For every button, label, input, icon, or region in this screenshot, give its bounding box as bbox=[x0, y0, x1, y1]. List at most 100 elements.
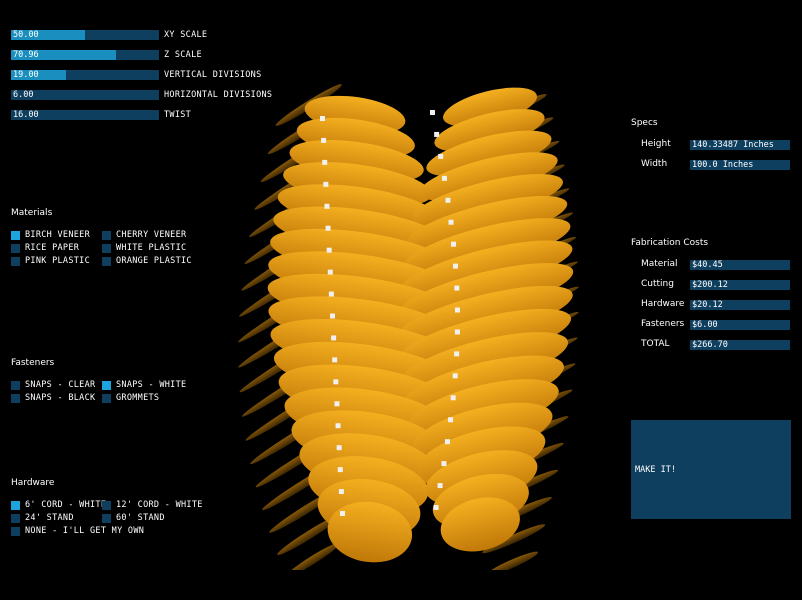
snap-marker bbox=[326, 247, 332, 253]
make-it-button[interactable]: MAKE IT! bbox=[631, 420, 791, 519]
snap-marker bbox=[328, 291, 334, 297]
leaf-shape bbox=[426, 130, 552, 177]
slider-twist[interactable]: 16.00 bbox=[11, 110, 159, 120]
checkbox[interactable] bbox=[11, 526, 20, 536]
option-label: 24' STAND bbox=[25, 513, 74, 523]
leaf-shape bbox=[407, 195, 568, 250]
fastener-option[interactable]: SNAPS - WHITE bbox=[102, 380, 186, 390]
material-option[interactable]: RICE PAPER bbox=[11, 243, 79, 253]
option-label: CHERRY VENEER bbox=[116, 230, 187, 240]
option-label: SNAPS - BLACK bbox=[25, 393, 96, 403]
slider-value: 70.96 bbox=[13, 50, 39, 60]
snap-marker bbox=[454, 285, 460, 291]
hardware-option[interactable]: 6' CORD - WHITE bbox=[11, 500, 106, 510]
option-label: WHITE PLASTIC bbox=[116, 243, 187, 253]
cost-value: $20.12 bbox=[690, 300, 790, 310]
costs-title: Fabrication Costs bbox=[631, 238, 709, 248]
snap-marker bbox=[338, 489, 344, 495]
checkbox[interactable] bbox=[11, 380, 20, 390]
option-label: SNAPS - CLEAR bbox=[25, 380, 96, 390]
width-value: 100.0 Inches bbox=[690, 160, 790, 170]
width-label: Width bbox=[641, 159, 668, 169]
option-label: SNAPS - WHITE bbox=[116, 380, 187, 390]
checkbox[interactable] bbox=[102, 380, 111, 390]
snap-marker bbox=[454, 351, 460, 357]
checkbox[interactable] bbox=[11, 393, 20, 403]
snap-marker bbox=[325, 225, 331, 231]
option-label: GROMMETS bbox=[116, 393, 160, 403]
slider-label: HORIZONTAL DIVISIONS bbox=[164, 90, 273, 100]
snap-marker bbox=[430, 110, 435, 115]
checkbox[interactable] bbox=[102, 230, 111, 240]
hardware-option[interactable]: 60' STAND bbox=[102, 513, 165, 523]
slider-fill bbox=[11, 30, 85, 40]
total-label: TOTAL bbox=[641, 339, 670, 349]
slider-horizontal-divisions[interactable]: 6.00 bbox=[11, 90, 159, 100]
slider-value: 50.00 bbox=[13, 30, 39, 40]
specs-title: Specs bbox=[631, 118, 658, 128]
model-viewport[interactable] bbox=[200, 70, 620, 570]
option-label: PINK PLASTIC bbox=[25, 256, 91, 266]
material-option[interactable]: BIRCH VENEER bbox=[11, 230, 90, 240]
checkbox[interactable] bbox=[102, 393, 111, 403]
checkbox[interactable] bbox=[11, 513, 20, 523]
option-label: 12' CORD - WHITE bbox=[116, 500, 203, 510]
snap-marker bbox=[340, 511, 345, 516]
snap-marker bbox=[438, 153, 444, 159]
slider-xy-scale[interactable]: 50.00 bbox=[11, 30, 159, 40]
material-option[interactable]: CHERRY VENEER bbox=[102, 230, 186, 240]
cost-value: $40.45 bbox=[690, 260, 790, 270]
hardware-option[interactable]: 12' CORD - WHITE bbox=[102, 500, 203, 510]
cost-value: $6.00 bbox=[690, 320, 790, 330]
material-option[interactable]: WHITE PLASTIC bbox=[102, 243, 186, 253]
slider-vertical-divisions[interactable]: 19.00 bbox=[11, 70, 159, 80]
slider-z-scale[interactable]: 70.96 bbox=[11, 50, 159, 60]
snap-marker bbox=[320, 116, 325, 121]
slider-fill bbox=[11, 70, 66, 80]
checkbox[interactable] bbox=[102, 513, 111, 523]
checkbox[interactable] bbox=[102, 500, 111, 510]
fin-shape bbox=[482, 524, 546, 554]
slider-value: 16.00 bbox=[13, 110, 39, 120]
leaf-shape bbox=[327, 501, 413, 563]
material-option[interactable]: ORANGE PLASTIC bbox=[102, 256, 192, 266]
material-option[interactable]: PINK PLASTIC bbox=[11, 256, 90, 266]
hardware-title: Hardware bbox=[11, 478, 55, 488]
snap-marker bbox=[336, 445, 342, 451]
snap-marker bbox=[448, 219, 454, 225]
checkbox[interactable] bbox=[102, 243, 111, 253]
snap-marker bbox=[441, 175, 447, 181]
checkbox[interactable] bbox=[11, 243, 20, 253]
fastener-option[interactable]: SNAPS - BLACK bbox=[11, 393, 95, 403]
checkbox[interactable] bbox=[11, 230, 20, 240]
snap-marker bbox=[323, 181, 329, 187]
total-value: $266.70 bbox=[690, 340, 790, 350]
height-value: 140.33487 Inches bbox=[690, 140, 790, 150]
slider-label: VERTICAL DIVISIONS bbox=[164, 70, 262, 80]
snap-marker bbox=[331, 335, 337, 341]
snap-marker bbox=[324, 203, 330, 209]
cost-label: Cutting bbox=[641, 279, 674, 289]
snap-marker bbox=[451, 241, 457, 247]
option-label: RICE PAPER bbox=[25, 243, 80, 253]
slider-value: 19.00 bbox=[13, 70, 39, 80]
materials-title: Materials bbox=[11, 208, 53, 218]
snap-marker bbox=[450, 395, 456, 401]
slider-label: XY SCALE bbox=[164, 30, 208, 40]
checkbox[interactable] bbox=[102, 256, 111, 266]
fin-shape bbox=[285, 542, 340, 570]
snap-marker bbox=[337, 467, 343, 473]
checkbox[interactable] bbox=[11, 256, 20, 266]
fastener-option[interactable]: SNAPS - CLEAR bbox=[11, 380, 95, 390]
hardware-option[interactable]: 24' STAND bbox=[11, 513, 74, 523]
snap-marker bbox=[321, 137, 327, 143]
checkbox[interactable] bbox=[11, 500, 20, 510]
snap-marker bbox=[452, 263, 458, 269]
snap-marker bbox=[332, 357, 338, 363]
snap-marker bbox=[454, 307, 460, 313]
hardware-option[interactable]: NONE - I'LL GET MY OWN bbox=[11, 526, 144, 536]
cost-value: $200.12 bbox=[690, 280, 790, 290]
option-label: ORANGE PLASTIC bbox=[116, 256, 192, 266]
slider-label: Z SCALE bbox=[164, 50, 202, 60]
fastener-option[interactable]: GROMMETS bbox=[102, 393, 159, 403]
